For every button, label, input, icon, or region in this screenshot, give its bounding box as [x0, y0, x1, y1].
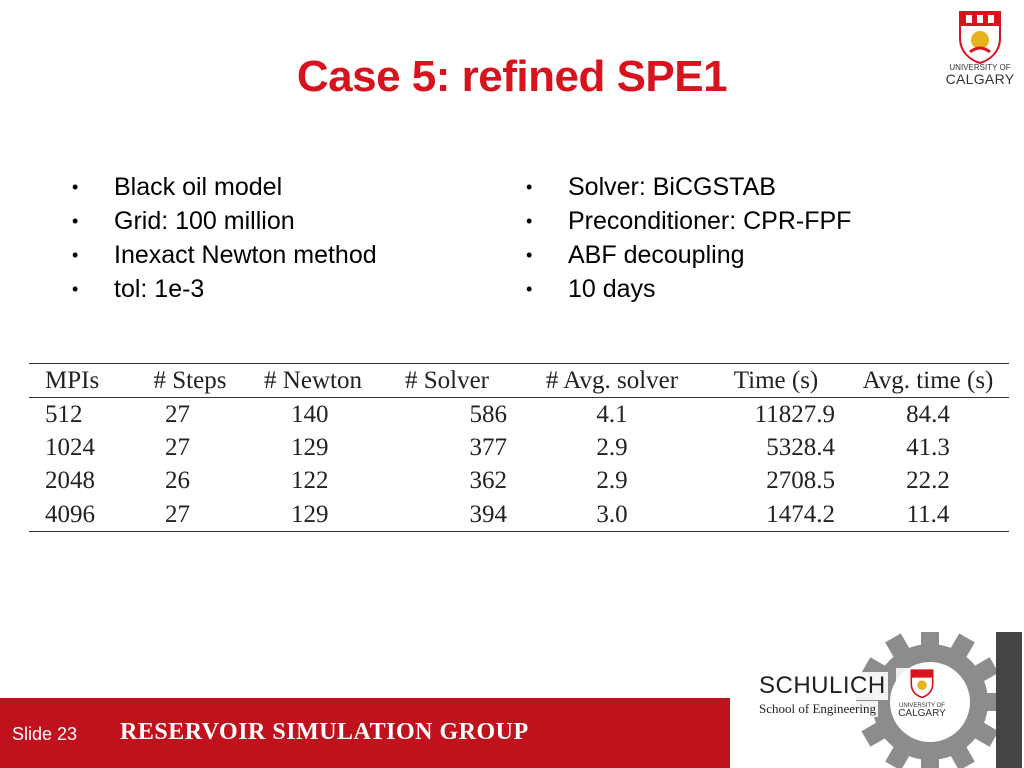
table-cell: 394 [469, 500, 508, 528]
school-name: SCHULICH [757, 672, 888, 700]
bullet-text: Black oil model [114, 172, 283, 201]
list-item: • ABF decoupling [526, 238, 851, 272]
table-cell: 377 [469, 433, 508, 461]
table-cell: 27 [165, 500, 190, 528]
header-steps: # Steps [153, 366, 227, 394]
list-item: • tol: 1e-3 [72, 272, 377, 306]
header-avg-solver: # Avg. solver [545, 366, 679, 394]
school-subtitle: School of Engineering [757, 701, 878, 717]
logo-stripe [996, 632, 1022, 768]
bullet-text: 10 days [568, 274, 656, 303]
table-cell: 1474.2 [766, 500, 835, 528]
header-mpis: MPIs [45, 366, 100, 394]
university-wordmark: UNIVERSITY OF CALGARY [940, 63, 1020, 87]
table-cell: 5328.4 [766, 433, 835, 461]
bullet-text: Preconditioner: CPR-FPF [568, 206, 852, 235]
table-cell: 27 [165, 400, 190, 428]
bullet-text: tol: 1e-3 [114, 274, 205, 303]
table-row: 2048 26 122 362 2.9 2708.5 22.2 [29, 465, 1009, 499]
bullet-icon: • [72, 176, 79, 197]
bullet-icon: • [526, 278, 533, 299]
slide-number: Slide 23 [12, 724, 78, 744]
university-logo: UNIVERSITY OF CALGARY [940, 8, 1020, 88]
university-line1: UNIVERSITY OF [949, 63, 1011, 72]
list-item: • 10 days [526, 272, 851, 306]
bullet-text: Grid: 100 million [114, 206, 295, 235]
mini-university-line2: CALGARY [898, 708, 946, 719]
table-cell: 1024 [45, 433, 95, 461]
table-cell: 11.4 [906, 500, 950, 528]
left-bullet-list: • Black oil model • Grid: 100 million • Ine… [72, 170, 377, 306]
table-cell: 2048 [45, 467, 95, 495]
bullet-icon: • [72, 278, 79, 299]
table-cell: 26 [165, 467, 190, 495]
table-cell: 2708.5 [766, 467, 835, 495]
table-cell: 2.9 [596, 433, 628, 461]
table-cell: 84.4 [906, 400, 950, 428]
footer-bar [0, 698, 730, 768]
table-cell: 362 [469, 467, 508, 495]
list-item: • Grid: 100 million [72, 204, 377, 238]
table-row: 1024 27 129 377 2.9 5328.4 41.3 [29, 431, 1009, 465]
table-cell: 11827.9 [754, 400, 835, 428]
table-cell: 129 [291, 500, 329, 528]
shield-icon [956, 8, 1004, 65]
mini-university-logo: UNIVERSITY OF CALGARY [896, 668, 948, 724]
bullet-icon: • [526, 244, 533, 265]
results-table: MPIs # Steps # Newton # Solver # Avg. so… [29, 363, 1009, 532]
table-header-row: MPIs # Steps # Newton # Solver # Avg. so… [29, 363, 1009, 398]
table-cell: 512 [45, 400, 83, 428]
header-time: Time (s) [733, 366, 819, 394]
bullet-text: Inexact Newton method [114, 240, 377, 269]
table-cell: 3.0 [596, 500, 628, 528]
shield-icon [910, 669, 934, 699]
slide-title: Case 5: refined SPE1 [296, 52, 728, 101]
gear-icon [856, 632, 1004, 768]
list-item: • Inexact Newton method [72, 238, 377, 272]
right-bullet-list: • Solver: BiCGSTAB • Preconditioner: CPR-F… [526, 170, 851, 306]
table-cell: 2.9 [596, 467, 628, 495]
header-avg-time: Avg. time (s) [862, 366, 994, 394]
table-row: 512 27 140 586 4.1 11827.9 84.4 [29, 398, 1009, 432]
header-newton: # Newton [264, 366, 362, 394]
group-name: RESERVOIR SIMULATION GROUP [120, 719, 529, 745]
table-cell: 140 [291, 400, 329, 428]
list-item: • Black oil model [72, 170, 377, 204]
bullet-text: Solver: BiCGSTAB [568, 172, 776, 201]
table-cell: 22.2 [906, 467, 950, 495]
bullet-text: ABF decoupling [568, 240, 745, 269]
table-row: 4096 27 129 394 3.0 1474.2 11.4 [29, 498, 1009, 532]
table-cell: 27 [165, 433, 190, 461]
table-cell: 129 [291, 433, 329, 461]
bullet-icon: • [72, 210, 79, 231]
mini-university-line1: UNIVERSITY OF [899, 703, 945, 709]
list-item: • Solver: BiCGSTAB [526, 170, 851, 204]
bullet-icon: • [526, 176, 533, 197]
bullet-icon: • [72, 244, 79, 265]
table-cell: 41.3 [906, 433, 950, 461]
bullet-icon: • [526, 210, 533, 231]
table-cell: 4096 [45, 500, 95, 528]
table-cell: 122 [291, 467, 329, 495]
list-item: • Preconditioner: CPR-FPF [526, 204, 851, 238]
table-cell: 4.1 [596, 400, 628, 428]
header-solver: # Solver [404, 366, 490, 394]
schulich-logo: UNIVERSITY OF CALGARY SCHULICH School of… [750, 632, 1024, 768]
university-line2: CALGARY [945, 71, 1015, 87]
table-cell: 586 [469, 400, 508, 428]
